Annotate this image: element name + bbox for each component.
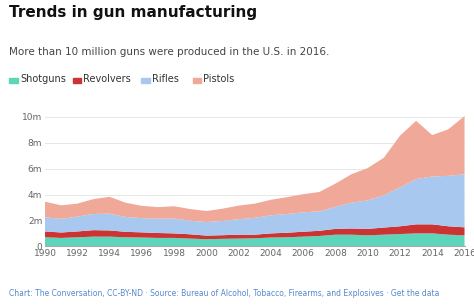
Text: Pistols: Pistols [203,74,235,84]
Text: Shotguns: Shotguns [20,74,66,84]
Text: Rifles: Rifles [152,74,179,84]
Text: Trends in gun manufacturing: Trends in gun manufacturing [9,5,257,20]
Text: Chart: The Conversation, CC-BY-ND · Source: Bureau of Alcohol, Tobacco, Firearms: Chart: The Conversation, CC-BY-ND · Sour… [9,289,440,298]
Text: More than 10 million guns were produced in the U.S. in 2016.: More than 10 million guns were produced … [9,47,330,58]
Text: Revolvers: Revolvers [83,74,131,84]
